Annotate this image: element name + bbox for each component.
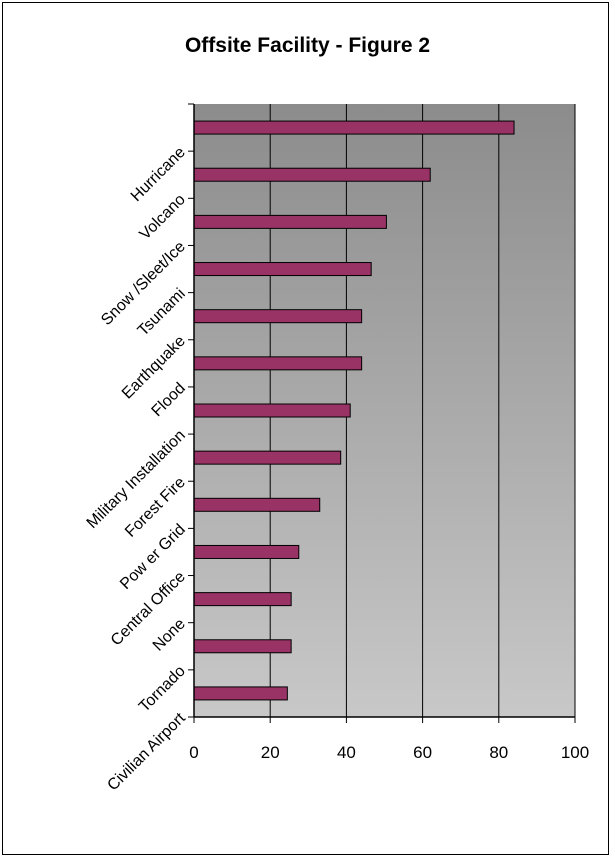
- x-tick-label: 60: [413, 743, 432, 762]
- bar-4: [193, 309, 363, 324]
- bar-11: [193, 639, 292, 654]
- category-label: Snow /Sleet/Ice: [98, 238, 189, 329]
- bar-6: [193, 403, 351, 418]
- bar-2: [193, 214, 387, 229]
- category-label: Tornado: [136, 663, 189, 716]
- x-tick-label: 40: [337, 743, 356, 762]
- bar-1: [193, 167, 431, 182]
- category-label: Civilian Airport: [104, 709, 189, 794]
- bars: [193, 120, 515, 701]
- bar-0: [193, 120, 515, 135]
- gridlines: [269, 104, 576, 717]
- x-tick-labels: 0 20 40 60 80 100: [189, 743, 589, 762]
- bar-9: [193, 544, 300, 559]
- bar-7: [193, 450, 342, 465]
- chart-title: Offsite Facility - Figure 2: [184, 34, 431, 57]
- bar-3: [193, 262, 372, 277]
- x-tick-label: 0: [189, 743, 198, 762]
- x-tick-label: 20: [261, 743, 280, 762]
- axes: [188, 103, 576, 723]
- x-tick-label: 80: [489, 743, 508, 762]
- x-tick-label: 100: [561, 743, 589, 762]
- category-label: Flood: [149, 380, 189, 420]
- bar-10: [193, 592, 292, 607]
- bar-12: [193, 686, 288, 701]
- bar-8: [193, 497, 321, 512]
- category-label: None: [150, 615, 189, 654]
- bar-5: [193, 356, 363, 371]
